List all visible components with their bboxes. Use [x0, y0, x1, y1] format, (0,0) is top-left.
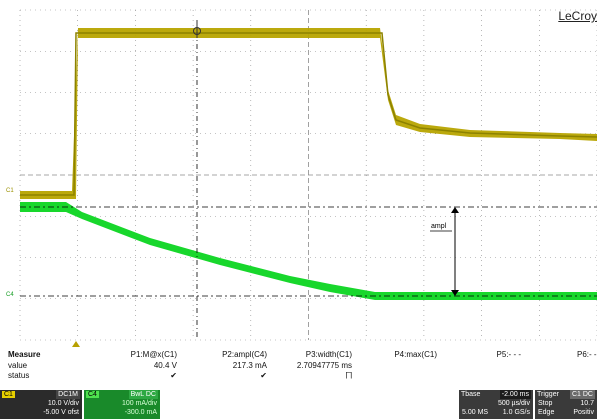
channel-1-trace-band [20, 28, 597, 199]
amplitude-cursor[interactable] [20, 206, 597, 297]
param-name-p4[interactable]: P4:max(C1) [394, 350, 437, 359]
param-name-p2[interactable]: P2:ampl(C4) [222, 350, 267, 359]
channel-4-descriptor[interactable]: C4 BwL DC 100 mA/div -300.0 mA [84, 390, 160, 419]
param-status-p3: ⨅ [345, 371, 352, 380]
value-row-label: value [8, 361, 28, 370]
measure-panel[interactable]: Measure P1:M@x(C1) P2:ampl(C4) P3:width(… [0, 350, 597, 386]
param-name-p1[interactable]: P1:M@x(C1) [130, 350, 177, 359]
channel-1-scale: 10.0 V/div [47, 400, 79, 407]
scope-grid-svg: ampl [19, 9, 597, 341]
channel-4-trace-band [20, 202, 597, 300]
trigger-source: C1 DC [569, 390, 595, 399]
timebase-rate: 1.0 GS/s [502, 409, 530, 416]
channel-1-offset: -5.00 V ofst [43, 409, 79, 416]
channel-1-tag: C1 [2, 391, 15, 398]
timebase-descriptor[interactable]: Tbase -2.00 ms 500 µs/div 5.00 MS 1.0 GS… [459, 390, 533, 419]
channel-4-scale: 100 mA/div [121, 400, 157, 407]
param-value-p3: 2.70947775 ms [296, 361, 352, 370]
graticule [19, 9, 597, 341]
param-status-p1: ✔ [170, 371, 177, 380]
timebase-per-div: 500 µs/div [497, 400, 530, 407]
waveform-display[interactable]: ampl LeCroy C1 C4 [0, 0, 597, 347]
time-cursor[interactable] [193, 20, 201, 340]
channel-1-coupling: DC1M [56, 390, 80, 399]
trigger-title: Trigger [537, 391, 559, 398]
param-value-p1: 40.4 V [153, 361, 177, 370]
param-status-p2: ✔ [260, 371, 267, 380]
trigger-position-marker[interactable] [72, 341, 80, 347]
status-row-label: status [8, 371, 30, 380]
channel-1-marker[interactable]: C1 [6, 188, 14, 194]
param-name-p3[interactable]: P3:width(C1) [305, 350, 352, 359]
param-value-p2: 217.3 mA [232, 361, 267, 370]
timebase-points: 5.00 MS [462, 409, 489, 416]
channel-1-descriptor[interactable]: C1 DC1M 10.0 V/div -5.00 V ofst [0, 390, 82, 419]
measure-header: Measure [8, 350, 41, 359]
trigger-descriptor[interactable]: Trigger C1 DC Stop 10.7 Edge Positiv [535, 390, 597, 419]
trigger-mode: Stop [538, 400, 553, 407]
param-name-p6[interactable]: P6:- - [577, 350, 597, 359]
lecroy-logo: LeCroy [558, 9, 597, 23]
timebase-title: Tbase [461, 391, 481, 398]
timebase-delay: -2.00 ms [499, 390, 531, 399]
ampl-annotation: ampl [431, 223, 447, 230]
channel-1-trace [20, 32, 597, 196]
channel-4-offset: -300.0 mA [124, 409, 157, 416]
trigger-type: Edge [538, 409, 555, 416]
trigger-slope: Positiv [573, 409, 594, 416]
channel-4-marker[interactable]: C4 [6, 292, 14, 298]
channel-4-coupling: BwL DC [128, 390, 158, 399]
trigger-level: 10.7 [580, 400, 594, 407]
status-bar: C1 DC1M 10.0 V/div -5.00 V ofst C4 BwL D… [0, 390, 597, 419]
channel-4-tag: C4 [86, 391, 99, 398]
param-name-p5[interactable]: P5:- - - [496, 350, 521, 359]
